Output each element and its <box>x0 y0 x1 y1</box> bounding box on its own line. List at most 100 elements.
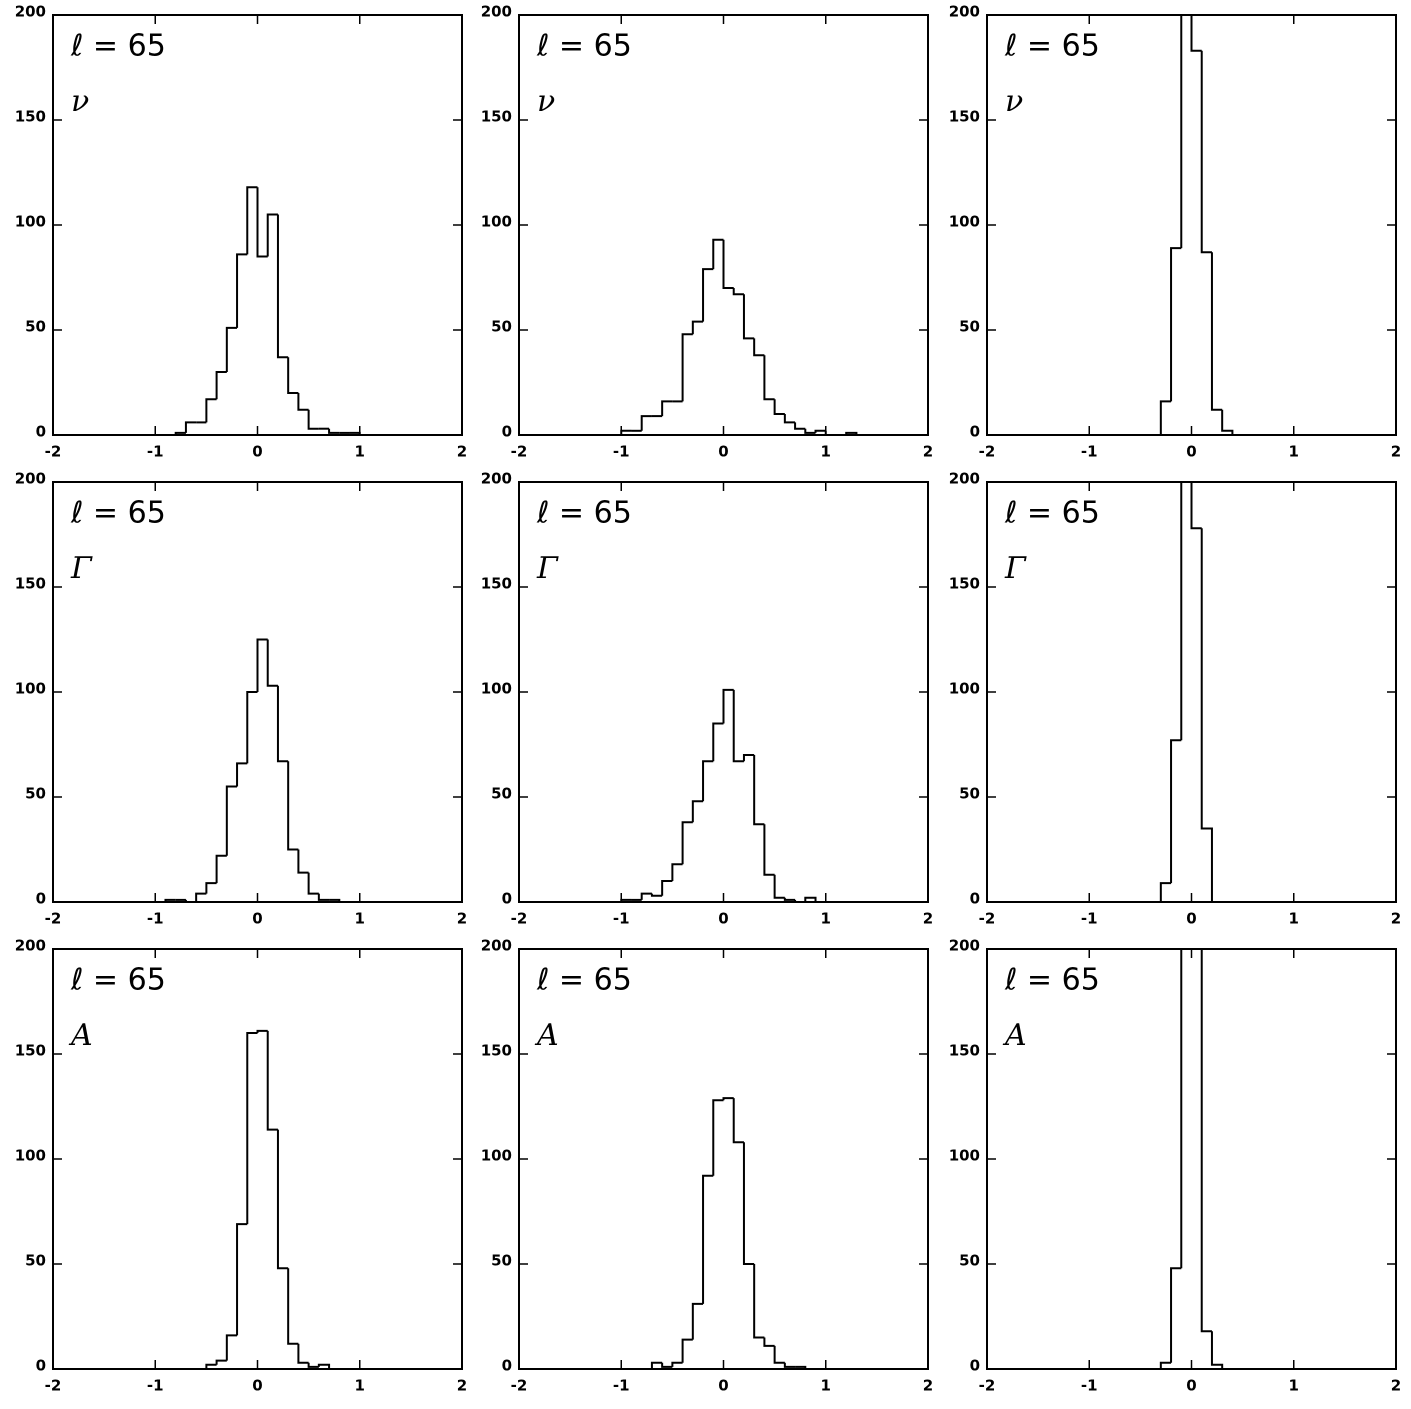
y-tick-label: 200 <box>949 3 980 21</box>
histogram <box>1159 949 1224 1369</box>
y-tick-label: 200 <box>949 937 980 955</box>
y-tick-label: 200 <box>15 3 46 21</box>
histogram-bar <box>814 429 826 433</box>
histogram-bar <box>307 409 319 430</box>
annotation: ℓ = 65 <box>70 496 166 531</box>
histogram-bar <box>702 268 714 322</box>
histogram-bar <box>712 1099 724 1176</box>
x-tick-label: -1 <box>1081 1377 1098 1395</box>
annotation: ν <box>537 84 555 119</box>
histogram-bar <box>795 1365 807 1369</box>
histogram-bar <box>349 431 361 435</box>
histogram-bar <box>732 1098 744 1144</box>
y-tick-label: 100 <box>949 1147 980 1165</box>
x-tick-label: -1 <box>1081 910 1098 928</box>
histogram-bar <box>205 1363 217 1369</box>
histogram-bar <box>794 422 806 430</box>
histogram-bar <box>640 415 652 431</box>
histogram-bar <box>671 863 683 881</box>
histogram-bar <box>1190 15 1202 52</box>
x-tick-label: 1 <box>355 443 365 461</box>
y-tick-label: 0 <box>970 423 980 441</box>
histogram-bar <box>650 893 663 897</box>
histogram-bar <box>1180 949 1183 1269</box>
x-tick-label: -2 <box>979 910 996 928</box>
y-tick-label: 150 <box>481 108 512 126</box>
annotation: A <box>68 1018 93 1053</box>
histogram-bar <box>722 688 734 724</box>
y-tick-label: 150 <box>15 575 46 593</box>
x-tick-label: 2 <box>1391 443 1401 461</box>
histogram-bar <box>328 428 340 434</box>
histogram-bar <box>691 320 704 335</box>
histogram-bar <box>1190 482 1202 530</box>
annotation: ℓ = 65 <box>1004 963 1100 998</box>
x-tick-label: -1 <box>147 1377 164 1395</box>
plot-frame <box>518 948 929 1370</box>
y-tick-label: 200 <box>15 470 46 488</box>
histogram-bar <box>246 186 258 255</box>
histogram-bar <box>317 1363 331 1369</box>
histogram-bar <box>783 1362 796 1368</box>
y-tick-label: 100 <box>481 1147 512 1165</box>
y-tick-label: 150 <box>949 1042 980 1060</box>
y-tick-label: 100 <box>949 680 980 698</box>
histogram-bar <box>246 691 258 764</box>
histogram-bar <box>276 685 289 763</box>
histogram-bar <box>236 253 248 328</box>
y-tick-label: 50 <box>491 785 512 803</box>
annotation: ν <box>71 84 89 119</box>
y-tick-label: 50 <box>25 318 46 336</box>
histogram-bar <box>742 1142 755 1265</box>
histogram-bar <box>1221 409 1234 435</box>
histogram-bar <box>671 1361 683 1367</box>
histogram-bar <box>783 414 796 424</box>
annotation: Γ <box>70 551 93 586</box>
x-tick-label: 0 <box>1186 910 1196 928</box>
x-tick-label: -2 <box>511 910 528 928</box>
x-tick-label: 0 <box>252 1377 262 1395</box>
histogram-bar <box>256 187 268 258</box>
y-tick-label: 200 <box>481 470 512 488</box>
histogram-bar <box>753 755 765 826</box>
histogram-bar <box>276 214 289 359</box>
histogram-bar <box>640 892 652 900</box>
x-tick-label: 0 <box>1186 1377 1196 1395</box>
x-tick-label: 1 <box>355 910 365 928</box>
histogram-bar <box>266 639 278 687</box>
histogram-bar <box>1200 50 1212 254</box>
histogram-bar <box>661 880 673 896</box>
histogram-bar <box>225 1334 238 1361</box>
histogram-bar <box>681 821 693 865</box>
x-tick-label: -2 <box>45 443 62 461</box>
histogram-bar <box>742 294 755 340</box>
x-tick-label: 1 <box>1289 443 1299 461</box>
y-tick-label: 50 <box>959 1252 980 1270</box>
histogram-bar <box>732 288 744 296</box>
histogram-bar <box>824 430 836 435</box>
histogram-bar <box>845 431 858 435</box>
y-tick-label: 50 <box>491 318 512 336</box>
annotation: A <box>1002 1018 1027 1053</box>
x-tick-label: 0 <box>718 1377 728 1395</box>
histogram-bar <box>287 357 299 394</box>
histogram-bar <box>681 1338 693 1363</box>
histogram-bar <box>794 899 806 902</box>
annotation: ℓ = 65 <box>1004 29 1100 64</box>
plot-frame <box>986 948 1397 1370</box>
x-tick-label: 1 <box>821 910 831 928</box>
y-tick-label: 0 <box>970 1357 980 1375</box>
histogram-bar <box>307 1362 319 1368</box>
histogram-bar <box>712 238 724 270</box>
panel: -2 -1 0 1 2 0 50 100 150 200 ℓ = 65 ν <box>949 3 1402 461</box>
x-tick-label: 1 <box>821 443 831 461</box>
histogram-bar <box>297 849 309 874</box>
histogram-bar <box>773 874 785 899</box>
x-tick-label: -2 <box>979 1377 996 1395</box>
plot-frame <box>986 14 1397 436</box>
histogram-bar <box>164 898 176 902</box>
x-tick-label: 2 <box>1391 910 1401 928</box>
histogram-bar <box>225 785 238 856</box>
histogram-bar <box>174 431 186 435</box>
x-tick-label: -1 <box>613 443 630 461</box>
